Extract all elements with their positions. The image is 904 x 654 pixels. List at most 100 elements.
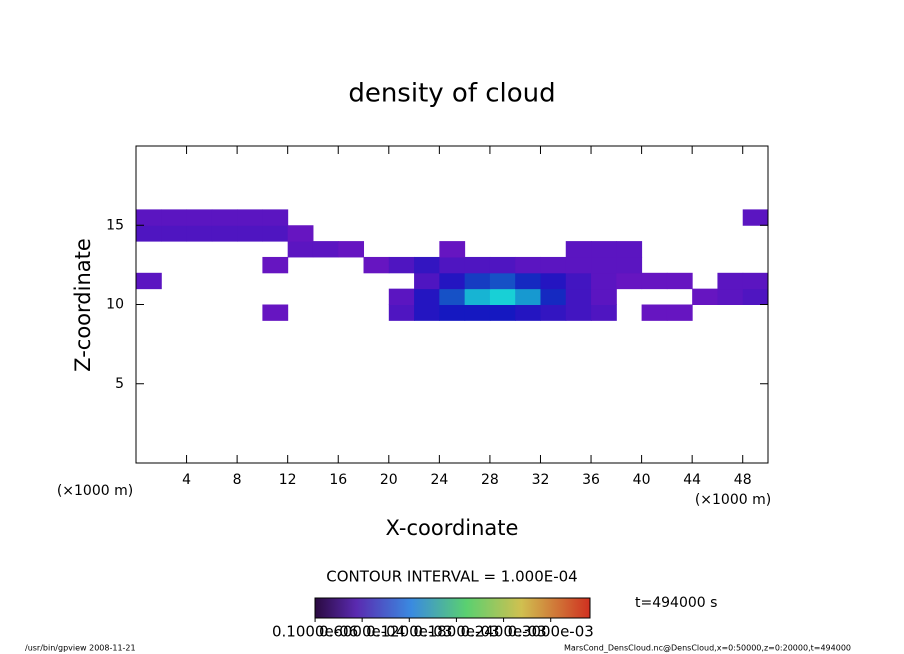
cell xyxy=(464,304,491,321)
cell xyxy=(287,241,314,258)
x-tick-label: 40 xyxy=(633,472,651,488)
footer-right: MarsCond_DensCloud.nc@DensCloud,x=0:5000… xyxy=(564,644,851,653)
cell xyxy=(515,304,541,321)
cell xyxy=(540,272,567,290)
cell xyxy=(515,272,541,290)
cell xyxy=(262,225,289,242)
cell xyxy=(262,304,289,321)
cell xyxy=(692,288,718,305)
cell xyxy=(464,256,491,274)
chart-title: density of cloud xyxy=(348,79,555,109)
x-tick-label: 4 xyxy=(182,472,191,488)
x-tick-label: 24 xyxy=(430,472,448,488)
x-unit: (×1000 m) xyxy=(695,492,771,508)
cell xyxy=(388,304,415,321)
x-tick-label: 44 xyxy=(683,472,701,488)
colorbar-tick-label: 0.2400e-03 xyxy=(460,623,546,641)
cell xyxy=(616,241,643,258)
colorbar xyxy=(314,597,591,619)
cell xyxy=(211,209,238,226)
contour-interval: CONTOUR INTERVAL = 1.000E-04 xyxy=(326,568,577,586)
y-tick-label: 15 xyxy=(106,217,124,233)
cell xyxy=(540,256,567,274)
cell xyxy=(515,288,541,305)
cell xyxy=(136,225,162,242)
cell xyxy=(717,288,744,305)
x-tick-label: 12 xyxy=(279,472,297,488)
cell xyxy=(414,256,440,274)
cell xyxy=(742,272,769,290)
cell xyxy=(262,256,289,274)
cell xyxy=(414,272,440,290)
cell xyxy=(211,225,238,242)
cell xyxy=(388,256,415,274)
cell xyxy=(666,272,693,290)
cell xyxy=(641,304,668,321)
colorbar-tick-label: 0.6000e-04 xyxy=(319,623,405,641)
x-axis-label: X-coordinate xyxy=(386,516,519,540)
cell xyxy=(414,288,440,305)
cell xyxy=(161,209,188,226)
cell xyxy=(464,272,491,290)
cell xyxy=(489,256,516,274)
cell xyxy=(439,304,466,321)
cell xyxy=(439,256,466,274)
cell xyxy=(439,272,466,290)
cell xyxy=(439,288,466,305)
cell xyxy=(565,304,592,321)
x-tick-label: 48 xyxy=(734,472,752,488)
cell xyxy=(312,241,339,258)
cell xyxy=(540,304,567,321)
cell xyxy=(591,241,617,258)
y-tick-label: 5 xyxy=(115,376,124,392)
cell xyxy=(742,288,769,305)
x-tick-label: 36 xyxy=(582,472,600,488)
colorbar-tick-label: 0.1200e-03 xyxy=(366,623,452,641)
cell xyxy=(666,304,693,321)
cell xyxy=(262,209,289,226)
cell xyxy=(388,288,415,305)
y-axis-label: Z-coordinate xyxy=(71,238,95,372)
cell xyxy=(565,272,592,290)
cell xyxy=(136,272,162,290)
cell xyxy=(287,225,314,242)
x-tick-label: 20 xyxy=(380,472,398,488)
cell xyxy=(591,304,617,321)
colorbar-tick-label: 0.3000e-03 xyxy=(508,623,594,641)
cell xyxy=(186,209,213,226)
y-tick-label: 10 xyxy=(106,297,124,313)
cell xyxy=(515,256,541,274)
cell xyxy=(540,288,567,305)
x-tick-label: 8 xyxy=(233,472,242,488)
x-tick-label: 28 xyxy=(481,472,499,488)
cell xyxy=(414,304,440,321)
cell xyxy=(237,225,263,242)
cell xyxy=(616,272,643,290)
cell xyxy=(565,256,592,274)
x-tick-label: 32 xyxy=(532,472,550,488)
cell xyxy=(136,209,162,226)
y-unit: (×1000 m) xyxy=(57,483,133,499)
cell xyxy=(616,256,643,274)
cell xyxy=(591,288,617,305)
cell xyxy=(489,288,516,305)
cell xyxy=(161,225,188,242)
cell xyxy=(363,256,390,274)
cell xyxy=(464,288,491,305)
footer-left: /usr/bin/gpview 2008-11-21 xyxy=(25,644,136,653)
cell xyxy=(489,272,516,290)
cell xyxy=(717,272,744,290)
cell xyxy=(565,241,592,258)
cell xyxy=(338,241,365,258)
cell xyxy=(591,256,617,274)
colorbar-tick-label: 0.1800e-03 xyxy=(413,623,499,641)
cell xyxy=(742,209,769,226)
time-label: t=494000 s xyxy=(635,595,717,611)
cell xyxy=(489,304,516,321)
x-tick-label: 16 xyxy=(329,472,347,488)
cell xyxy=(186,225,213,242)
colorbar-tick-label: 0.1000e-06 xyxy=(272,623,358,641)
cell xyxy=(439,241,466,258)
cell xyxy=(641,272,668,290)
